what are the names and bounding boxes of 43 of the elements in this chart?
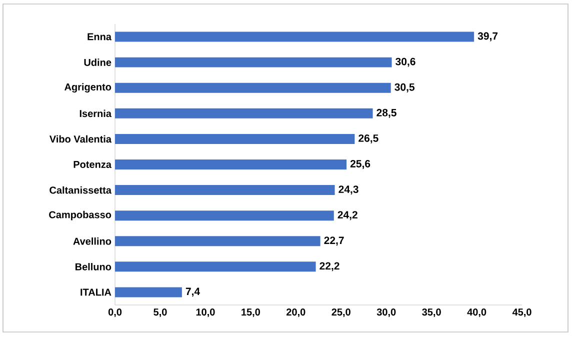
- x-tick-label: 25,0: [332, 308, 350, 318]
- x-tick-label: 35,0: [422, 308, 441, 318]
- y-tick-label: Caltanissetta: [50, 186, 112, 194]
- x-tick-label: 15,0: [242, 308, 260, 318]
- data-label: 25,6: [350, 160, 370, 169]
- x-tick-label: 5,0: [154, 308, 167, 318]
- y-tick-label: Udine: [84, 58, 112, 66]
- x-tick-label: 0,0: [108, 308, 122, 318]
- x-tick-label: 40,0: [467, 308, 486, 318]
- data-label: 24,3: [338, 186, 358, 195]
- data-label: 22,7: [324, 236, 344, 246]
- bar: [115, 262, 316, 272]
- bar: [115, 57, 392, 68]
- data-label: 39,7: [478, 32, 498, 42]
- bar: [115, 134, 355, 144]
- data-label: 26,5: [358, 134, 378, 144]
- x-tick-label: 20,0: [286, 308, 306, 318]
- x-tick-label: 45,0: [512, 308, 532, 318]
- y-tick-label: Agrigento: [64, 83, 112, 93]
- data-label: 22,2: [320, 262, 340, 272]
- y-tick-label: Campobasso: [49, 210, 112, 220]
- y-tick-label: Avellino: [73, 237, 112, 245]
- y-tick-label: ITALIA: [80, 288, 112, 296]
- data-label: 30,6: [396, 58, 416, 67]
- y-tick-label: Potenza: [74, 161, 112, 168]
- y-tick-label: Isernia: [80, 110, 112, 118]
- y-tick-label: Enna: [88, 33, 112, 40]
- bar: [115, 108, 373, 118]
- bar: [115, 210, 334, 221]
- bar: [115, 287, 182, 298]
- data-label: 7,4: [186, 288, 200, 297]
- data-label: 28,5: [376, 108, 396, 118]
- data-label: 24,2: [338, 211, 358, 220]
- bar: [115, 82, 391, 93]
- bar: [115, 32, 474, 42]
- data-label: 30,5: [394, 83, 415, 92]
- x-tick-label: 10,0: [196, 308, 215, 318]
- bar: [115, 185, 335, 196]
- x-tick-label: 30,0: [376, 308, 396, 318]
- y-tick-label: Belluno: [75, 263, 112, 270]
- bar: [115, 159, 347, 170]
- bar: [115, 236, 320, 246]
- y-tick-label: Vibo Valentia: [49, 135, 112, 143]
